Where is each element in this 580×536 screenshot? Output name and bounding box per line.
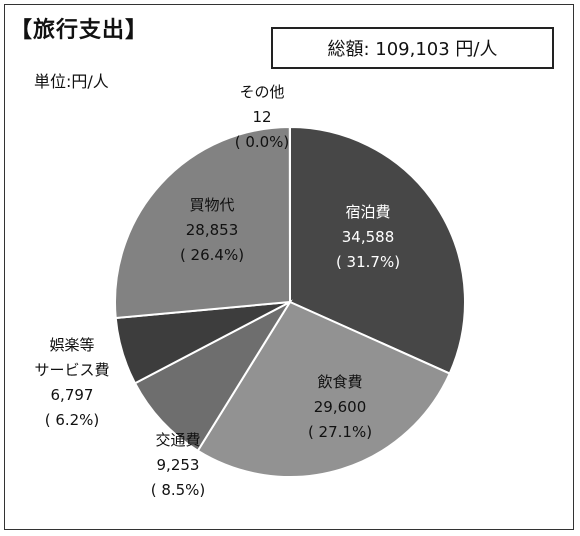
slice-percent-label: ( 31.7%) — [336, 253, 400, 271]
slice-value-label: 9,253 — [157, 456, 200, 474]
slice-value-label: 6,797 — [51, 386, 94, 404]
slice-name-label: 飲食費 — [317, 373, 362, 391]
slice-percent-label: ( 8.5%) — [151, 481, 206, 499]
chart-title: 【旅行支出】 — [10, 18, 149, 43]
slice-label-2: 交通費 9,253 ( 8.5%) — [151, 431, 206, 499]
slice-percent-label: ( 26.4%) — [180, 246, 244, 264]
slice-name-label: 宿泊費 — [345, 203, 390, 221]
slice-label-0: 宿泊費 34,588 ( 31.7%) — [336, 203, 400, 271]
total-amount-box: 総額: 109,103 円/人 — [271, 27, 554, 69]
slice-name-label: 娯楽等 — [49, 336, 94, 354]
slice-label-4: 買物代 28,853 ( 26.4%) — [180, 196, 244, 264]
slice-value-label: 29,600 — [314, 398, 367, 416]
total-amount-text: 総額: 109,103 円/人 — [327, 39, 498, 60]
slice-name-label: その他 — [239, 83, 284, 101]
pie-outline — [114, 126, 466, 478]
slice-value-label: 34,588 — [342, 228, 395, 246]
slice-percent-label: ( 27.1%) — [308, 423, 372, 441]
slice-name-label: サービス費 — [34, 361, 109, 379]
slice-label-1: 飲食費 29,600 ( 27.1%) — [308, 373, 372, 441]
slice-name-label: 交通費 — [155, 431, 200, 449]
unit-label: 単位:円/人 — [34, 72, 109, 91]
slice-percent-label: ( 0.0%) — [235, 133, 290, 151]
slice-percent-label: ( 6.2%) — [45, 411, 100, 429]
slice-value-label: 28,853 — [186, 221, 239, 239]
slice-name-label: 買物代 — [189, 196, 234, 214]
slice-label-5: その他 12 ( 0.0%) — [235, 83, 290, 151]
slice-value-label: 12 — [252, 108, 271, 126]
